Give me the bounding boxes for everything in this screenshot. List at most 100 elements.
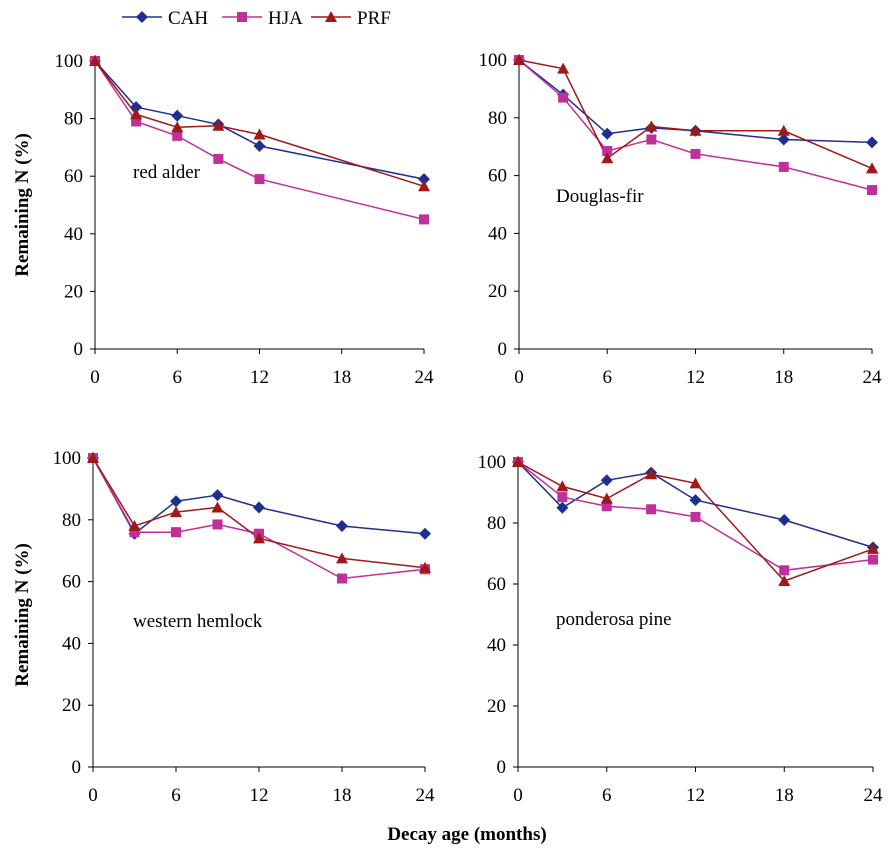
- x-tick-label: 18: [332, 367, 351, 388]
- data-point-hja: [129, 527, 140, 538]
- data-point-prf: [89, 55, 101, 66]
- panel-label: red alder: [133, 162, 201, 183]
- x-tick-label: 12: [686, 367, 705, 388]
- data-point-hja: [602, 146, 613, 157]
- panel-label: Douglas-fir: [556, 186, 644, 207]
- legend-swatch-prf: [311, 11, 351, 22]
- y-tick-label: 40: [487, 635, 506, 656]
- x-tick-label: 6: [171, 785, 181, 806]
- y-tick-label: 20: [62, 695, 81, 716]
- y-axis-title-top: Remaining N (%): [12, 133, 33, 277]
- x-tick-label: 18: [333, 785, 352, 806]
- legend-marker-hja: [237, 12, 247, 22]
- x-axis-title: Decay age (months): [387, 824, 546, 845]
- x-tick-label: 18: [774, 367, 793, 388]
- data-point-hja: [646, 134, 657, 145]
- data-point-cah: [778, 513, 791, 526]
- y-tick-label: 40: [62, 633, 81, 654]
- series-line-cah: [92, 457, 426, 535]
- x-tick-label: 24: [416, 785, 436, 806]
- data-point-prf: [418, 180, 430, 192]
- series-line-hja: [92, 457, 426, 580]
- y-tick-label: 20: [64, 281, 83, 302]
- x-tick-label: 24: [863, 367, 883, 388]
- data-point-hja: [337, 573, 347, 584]
- x-tick-label: 24: [864, 785, 884, 806]
- y-tick-label: 0: [72, 757, 82, 778]
- panel-douglas-fir: 0 20 40 60 80 100 0 6 12 18 24 Douglas-fir: [479, 50, 883, 388]
- x-tick-label: 18: [775, 785, 794, 806]
- data-point-hja: [131, 116, 142, 127]
- y-tick-label: 100: [53, 448, 82, 469]
- y-tick-label: 0: [498, 339, 508, 360]
- y-tick-label: 100: [478, 452, 507, 473]
- y-tick-label: 20: [487, 696, 506, 717]
- data-point-prf: [689, 477, 702, 489]
- data-point-prf: [867, 542, 879, 554]
- data-point-hja: [172, 130, 183, 141]
- data-point-cah: [211, 489, 224, 502]
- data-point-prf: [87, 452, 99, 463]
- data-point-prf: [336, 552, 348, 564]
- panel-ponderosa-pine: 0 20 40 60 80 100 0 6 12 18 24 ponderosa pine: [478, 452, 884, 806]
- data-point-cah: [253, 501, 265, 514]
- data-point-prf: [419, 561, 431, 573]
- data-point-cah: [171, 109, 184, 122]
- data-point-hja: [419, 214, 429, 225]
- y-tick-label: 100: [55, 51, 84, 72]
- data-point-hja: [868, 554, 878, 565]
- data-point-prf: [866, 162, 878, 174]
- legend: CAH HJA PRF: [122, 8, 391, 29]
- data-point-cah: [419, 527, 431, 540]
- y-tick-label: 60: [488, 166, 507, 187]
- x-tick-label: 0: [513, 785, 523, 806]
- y-tick-label: 80: [487, 513, 506, 534]
- y-tick-label: 80: [62, 510, 81, 531]
- data-point-prf: [170, 506, 182, 518]
- data-point-prf: [171, 121, 184, 133]
- data-point-cah: [689, 494, 702, 507]
- y-tick-label: 40: [64, 224, 83, 245]
- data-point-cah: [601, 127, 614, 140]
- y-tick-label: 40: [488, 223, 507, 244]
- panel-label: western hemlock: [133, 611, 263, 632]
- x-tick-label: 0: [514, 367, 524, 388]
- data-point-cah: [777, 133, 790, 146]
- data-point-prf: [689, 124, 702, 136]
- x-tick-label: 6: [602, 785, 612, 806]
- y-tick-label: 0: [497, 757, 507, 778]
- legend-label-prf: PRF: [357, 8, 391, 29]
- x-tick-label: 6: [603, 367, 613, 388]
- x-tick-label: 6: [173, 367, 183, 388]
- data-point-hja: [212, 519, 223, 530]
- data-point-prf: [645, 120, 658, 132]
- data-point-prf: [211, 501, 224, 513]
- panel-label: ponderosa pine: [556, 609, 672, 630]
- x-tick-label: 0: [88, 785, 98, 806]
- x-tick-label: 12: [686, 785, 705, 806]
- y-tick-label: 80: [488, 108, 507, 129]
- x-tick-label: 24: [415, 367, 435, 388]
- data-point-prf: [212, 119, 225, 131]
- data-point-hja: [557, 492, 568, 503]
- data-point-cah: [866, 136, 878, 149]
- data-point-hja: [690, 511, 701, 522]
- data-point-prf: [130, 108, 143, 120]
- series-line-hja: [94, 60, 425, 221]
- data-point-cah: [600, 474, 613, 487]
- data-point-hja: [558, 92, 569, 103]
- data-point-hja: [254, 174, 265, 185]
- series-line-prf: [94, 60, 425, 188]
- y-tick-label: 0: [74, 339, 84, 360]
- panel-red-alder: 0 20 40 60 80 100 0 6 12 18 24 red alder: [55, 51, 435, 388]
- y-tick-label: 80: [64, 109, 83, 130]
- data-point-prf: [601, 152, 614, 164]
- x-tick-label: 12: [250, 785, 269, 806]
- data-point-cah: [253, 139, 266, 152]
- data-point-prf: [600, 492, 613, 504]
- data-point-prf: [128, 519, 141, 531]
- data-point-cah: [418, 173, 430, 186]
- series-line-cah: [94, 60, 425, 180]
- data-point-cah: [170, 495, 182, 508]
- legend-item-prf: PRF: [311, 8, 391, 29]
